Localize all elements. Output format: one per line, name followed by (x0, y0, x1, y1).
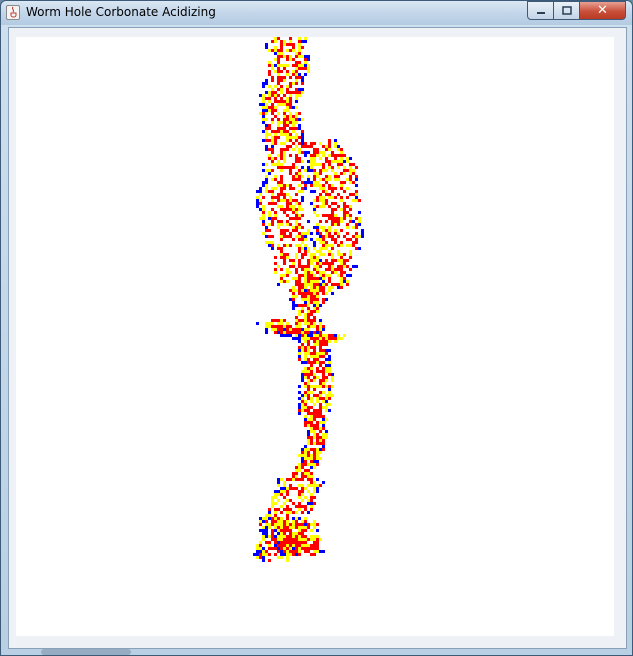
minimize-icon (536, 11, 545, 14)
java-icon (6, 5, 20, 20)
window-controls: ✕ (527, 1, 626, 20)
window-title: Worm Hole Corbonate Acidizing (26, 5, 216, 19)
content-frame (8, 27, 627, 649)
maximize-icon (561, 6, 572, 15)
close-icon: ✕ (597, 3, 608, 18)
simulation-canvas[interactable] (16, 34, 614, 636)
taskbar-shadow (41, 649, 131, 655)
maximize-button[interactable] (554, 1, 580, 20)
close-button[interactable]: ✕ (580, 1, 626, 20)
title-bar[interactable]: Worm Hole Corbonate Acidizing ✕ (1, 1, 632, 25)
wormhole-pattern (253, 34, 364, 562)
minimize-button[interactable] (527, 1, 554, 20)
